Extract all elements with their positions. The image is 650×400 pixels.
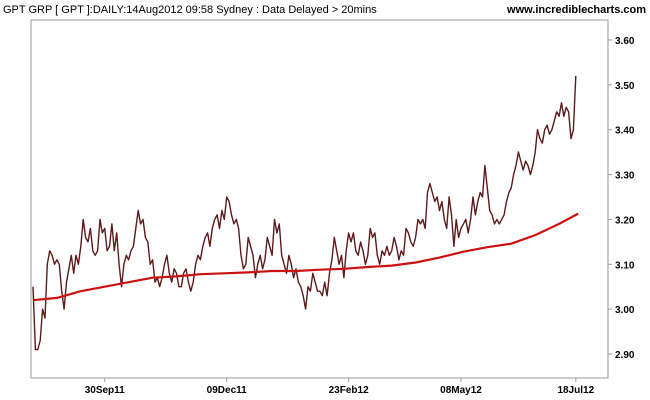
x-tick-label: 09Dec11 (207, 385, 247, 396)
series-layer (32, 75, 579, 351)
y-tick-label: 3.60 (615, 36, 635, 47)
y-tick-label: 3.50 (615, 81, 635, 92)
y-tick-label: 3.30 (615, 171, 635, 182)
moving-average-line (32, 212, 579, 302)
x-tick-label: 30Sep11 (85, 385, 125, 396)
y-tick-label: 2.90 (615, 350, 635, 361)
site-url[interactable]: www.incrediblecharts.com (506, 4, 646, 16)
x-tick-label: 23Feb12 (329, 385, 369, 396)
x-axis: 30Sep11 09Dec11 23Feb12 08May12 18Jul12 (85, 378, 595, 396)
chart-title: GPT GRP [ GPT ]:DAILY:14Aug2012 09:58 Sy… (3, 4, 377, 16)
price-line (32, 75, 577, 351)
y-tick-label: 3.10 (615, 260, 635, 271)
y-axis: 2.90 3.00 3.10 3.20 3.30 3.40 3.50 3.60 (608, 36, 635, 361)
y-tick-label: 3.20 (615, 215, 635, 226)
y-tick-label: 3.00 (615, 305, 635, 316)
x-tick-label: 08May12 (440, 385, 482, 396)
x-tick-label: 18Jul12 (557, 385, 594, 396)
plot-area (30, 19, 609, 379)
y-tick-label: 3.40 (615, 126, 635, 137)
